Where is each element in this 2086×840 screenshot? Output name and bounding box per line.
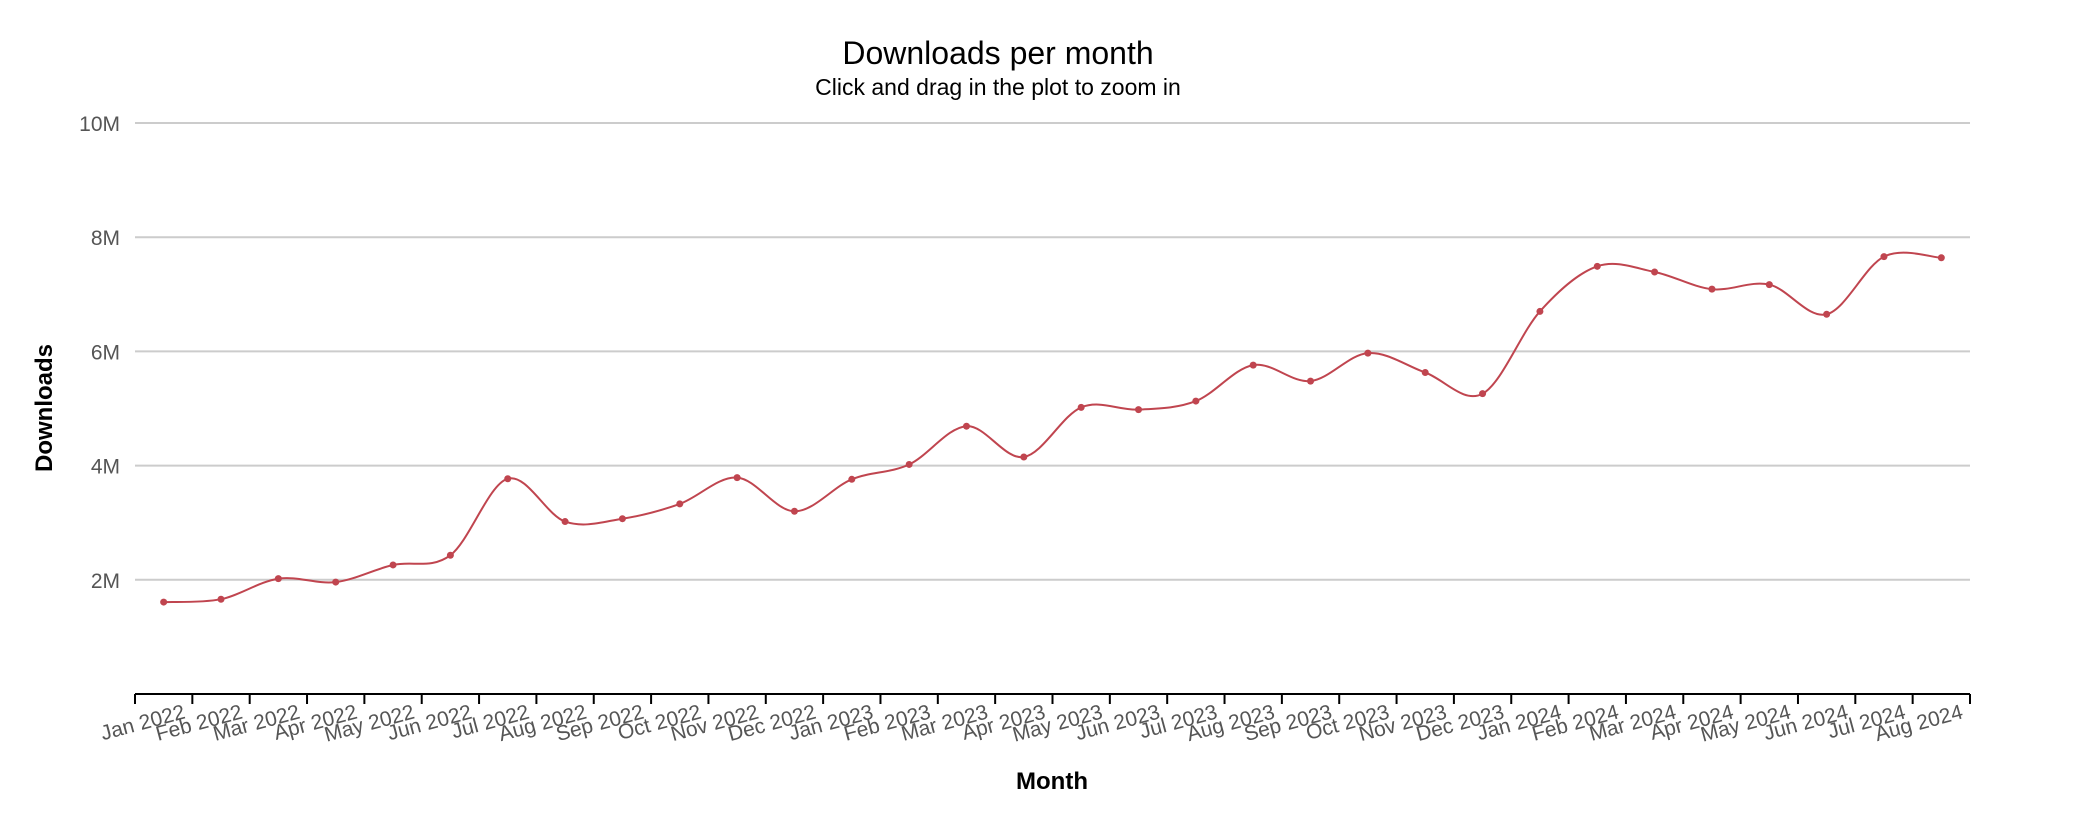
y-tick-label: 2M [91,570,120,593]
data-point[interactable] [1364,349,1372,357]
data-point[interactable] [1651,268,1659,276]
data-point[interactable] [1135,406,1143,414]
data-point[interactable] [1020,453,1028,461]
data-point[interactable] [1421,369,1429,377]
data-point[interactable] [1307,377,1315,385]
data-point[interactable] [1536,307,1544,315]
x-axis-title: Month [1016,768,1088,795]
data-point[interactable] [905,460,913,468]
series-line-downloads [163,251,1942,604]
y-tick-label: 10M [79,113,120,136]
data-points [160,253,1945,606]
data-point[interactable] [962,422,970,430]
data-point[interactable] [1077,403,1085,411]
data-point[interactable] [1593,262,1601,270]
data-point[interactable] [160,598,168,606]
y-axis-title: Downloads [31,344,58,472]
y-tick-label: 4M [91,456,120,479]
data-point[interactable] [332,578,340,586]
data-point[interactable] [733,474,741,482]
y-axis-ticks: 2M 4M 6M 8M 10M [79,113,120,593]
data-point[interactable] [446,551,454,559]
data-point[interactable] [1249,361,1257,369]
data-point[interactable] [1708,285,1716,293]
data-point[interactable] [618,515,626,523]
y-tick-label: 8M [91,227,120,250]
data-point[interactable] [561,518,569,526]
data-point[interactable] [217,595,225,603]
data-point[interactable] [1937,254,1945,262]
chart-title: Downloads per month [842,35,1153,71]
data-point[interactable] [1765,281,1773,289]
data-point[interactable] [790,507,798,515]
gridlines [135,122,1970,581]
data-point[interactable] [676,500,684,508]
data-point[interactable] [504,475,512,483]
data-point[interactable] [1479,390,1487,398]
data-point[interactable] [274,575,282,583]
data-point[interactable] [1192,397,1200,405]
data-point[interactable] [848,475,856,483]
y-tick-label: 6M [91,341,120,364]
data-point[interactable] [389,561,397,569]
data-point[interactable] [1880,253,1888,261]
chart-subtitle: Click and drag in the plot to zoom in [815,74,1181,100]
data-point[interactable] [1823,310,1831,318]
